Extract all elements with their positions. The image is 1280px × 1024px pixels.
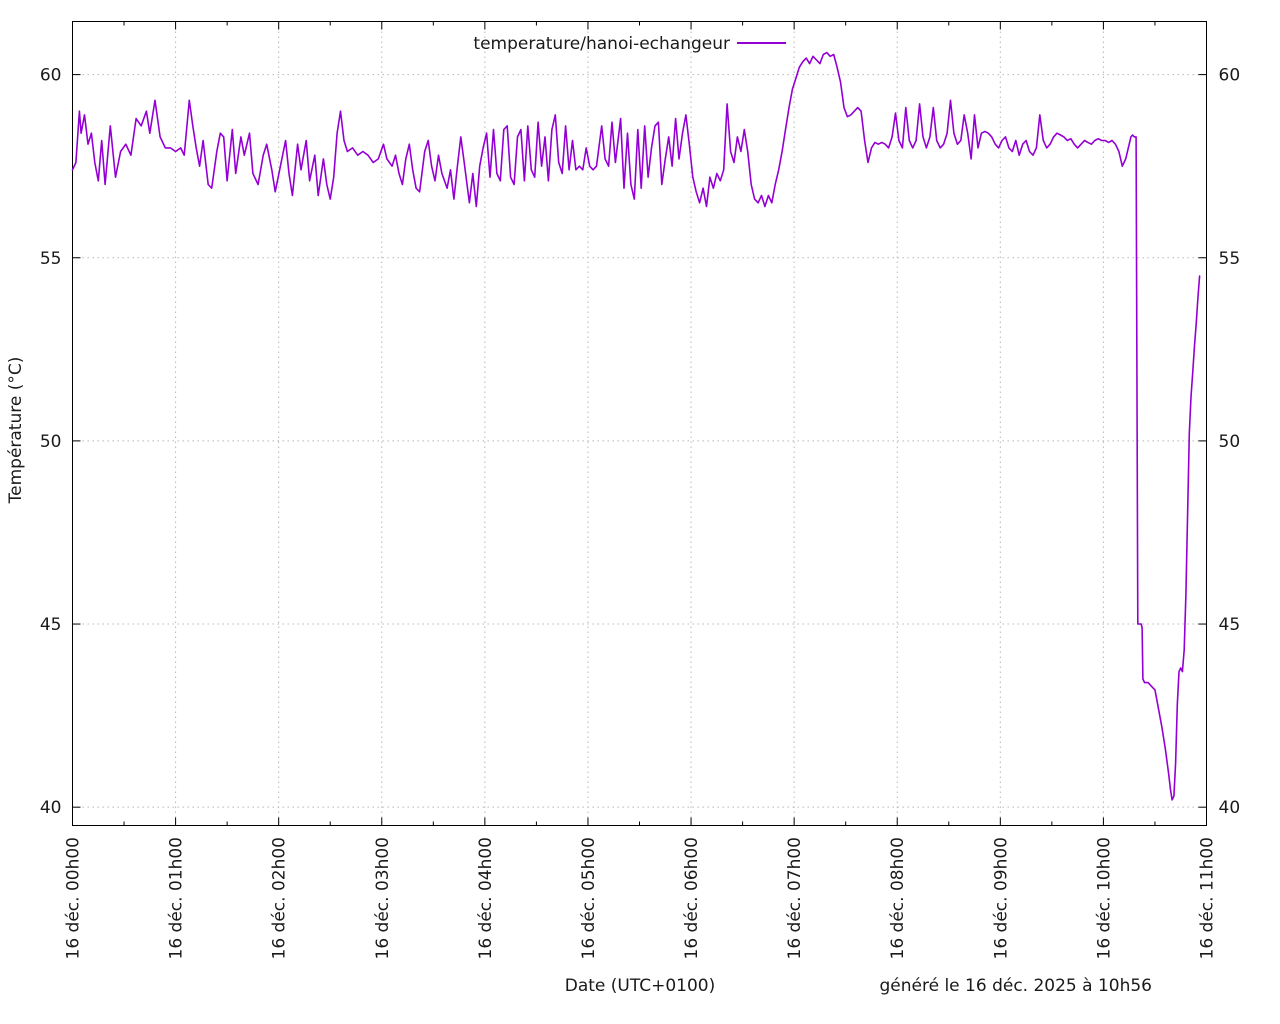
y-tick-label-right: 55 [1219,249,1241,269]
y-tick-label-right: 45 [1219,615,1241,635]
y-tick-label-left: 50 [40,432,62,452]
x-tick-label: 16 déc. 05h00 [579,837,599,959]
x-tick-label: 16 déc. 04h00 [476,837,496,959]
y-tick-label-right: 40 [1219,798,1241,818]
y-tick-label-right: 60 [1219,66,1241,86]
y-tick-label-left: 60 [40,66,62,86]
gridlines [72,21,1207,826]
data-series [71,51,1201,801]
generated-timestamp-note: généré le 16 déc. 2025 à 10h56 [879,976,1152,996]
y-tick-label-left: 45 [40,615,62,635]
axis-ticks [72,21,1207,826]
y-tick-label-right: 50 [1219,432,1241,452]
y-tick-label-left: 55 [40,249,62,269]
series-line-temperature-hanoi-echangeur [71,51,1201,801]
axis-tick-labels: 16 déc. 00h00 16 déc. 01h00 16 déc. 02h00 1… [40,66,1240,960]
x-tick-label: 16 déc. 00h00 [64,837,84,959]
x-tick-label: 16 déc. 02h00 [270,837,290,959]
y-tick-label-left: 40 [40,798,62,818]
x-tick-label: 16 déc. 07h00 [785,837,805,959]
x-tick-label: 16 déc. 08h00 [888,837,908,959]
x-tick-label: 16 déc. 03h00 [373,837,393,959]
x-tick-label: 16 déc. 11h00 [1198,837,1218,959]
y-axis-title: Température (°C) [6,357,26,505]
legend: temperature/hanoi-echangeur [473,34,786,54]
legend-entry-label: temperature/hanoi-echangeur [473,34,730,54]
x-tick-label: 16 déc. 10h00 [1094,837,1114,959]
x-axis-title: Date (UTC+0100) [565,976,716,996]
x-tick-label: 16 déc. 09h00 [991,837,1011,959]
x-tick-label: 16 déc. 06h00 [682,837,702,959]
x-tick-label: 16 déc. 01h00 [167,837,187,959]
